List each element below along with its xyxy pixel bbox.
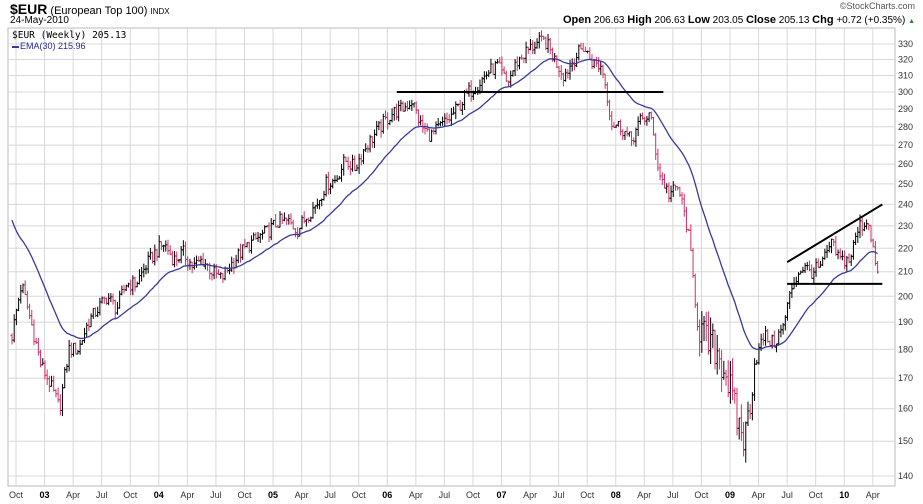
x-tick-label: Oct bbox=[123, 490, 138, 500]
y-tick-label: 200 bbox=[898, 291, 913, 301]
legend: $EUR (Weekly) 205.13 EMA(30) 215.96 bbox=[12, 30, 126, 52]
high-label: High bbox=[627, 14, 652, 26]
x-tick-label: Oct bbox=[580, 490, 595, 500]
x-tick-label: Apr bbox=[295, 490, 309, 500]
x-tick-label: Oct bbox=[237, 490, 252, 500]
legend-ema-label: EMA(30) 215.96 bbox=[20, 41, 86, 51]
x-tick-label: Oct bbox=[694, 490, 709, 500]
open-label: Open bbox=[563, 14, 592, 26]
y-tick-label: 250 bbox=[898, 179, 913, 189]
x-tick-label: Jul bbox=[553, 490, 565, 500]
y-tick-label: 290 bbox=[898, 104, 913, 114]
y-tick-label: 260 bbox=[898, 159, 913, 169]
x-tick-label: 03 bbox=[40, 490, 50, 500]
x-tick-label: Jul bbox=[439, 490, 451, 500]
high-value: 206.63 bbox=[654, 15, 686, 26]
x-tick-label: Jul bbox=[667, 490, 679, 500]
y-tick-label: 150 bbox=[898, 436, 913, 446]
y-tick-label: 170 bbox=[898, 373, 913, 383]
x-tick-label: Apr bbox=[637, 490, 651, 500]
x-tick-label: Apr bbox=[409, 490, 423, 500]
x-tick-label: Apr bbox=[66, 490, 80, 500]
y-tick-label: 160 bbox=[898, 404, 913, 414]
x-tick-label: 08 bbox=[611, 490, 621, 500]
chg-label: Chg bbox=[812, 14, 834, 26]
x-tick-label: Jul bbox=[210, 490, 222, 500]
y-tick-label: 220 bbox=[898, 243, 913, 253]
y-tick-label: 230 bbox=[898, 221, 913, 231]
x-tick-label: Oct bbox=[352, 490, 367, 500]
low-label: Low bbox=[687, 14, 710, 26]
x-tick-label: Apr bbox=[180, 490, 194, 500]
up-arrow-icon: ▲ bbox=[908, 18, 915, 25]
legend-price: $EUR (Weekly) 205.13 bbox=[12, 30, 127, 41]
y-tick-label: 330 bbox=[898, 39, 913, 49]
x-tick-label: 10 bbox=[839, 490, 849, 500]
legend-ema: EMA(30) 215.96 bbox=[12, 41, 126, 52]
x-tick-label: 09 bbox=[725, 490, 735, 500]
ema-swatch-icon bbox=[12, 45, 19, 48]
x-tick-label: Jul bbox=[96, 490, 108, 500]
symbol: $EUR bbox=[10, 1, 48, 17]
y-tick-label: 210 bbox=[898, 267, 913, 277]
x-tick-label: Oct bbox=[809, 490, 824, 500]
chart-title: $EUR (European Top 100) INDX bbox=[10, 1, 170, 17]
index-name: (European Top 100) bbox=[50, 5, 148, 17]
copyright: ©StockCharts.com bbox=[839, 1, 915, 11]
quote-summary: Open 206.63 High 206.63 Low 203.05 Close… bbox=[563, 14, 915, 26]
x-tick-label: Jul bbox=[324, 490, 336, 500]
plot-area bbox=[7, 27, 896, 487]
y-tick-label: 140 bbox=[898, 471, 913, 481]
close-label: Close bbox=[746, 14, 777, 26]
x-tick-label: 07 bbox=[497, 490, 507, 500]
trendline bbox=[786, 203, 883, 264]
y-tick-label: 190 bbox=[898, 317, 913, 327]
x-tick-label: Oct bbox=[9, 490, 24, 500]
x-tick-label: 04 bbox=[154, 490, 164, 500]
x-tick-label: Oct bbox=[466, 490, 481, 500]
y-tick-label: 270 bbox=[898, 140, 913, 150]
chg-value: +0.72 (+0.35%) bbox=[836, 15, 906, 26]
x-tick-label: Apr bbox=[523, 490, 537, 500]
y-tick-label: 180 bbox=[898, 344, 913, 354]
y-tick-label: 240 bbox=[898, 199, 913, 209]
y-tick-label: 310 bbox=[898, 70, 913, 80]
chart-date: 24-May-2010 bbox=[10, 15, 69, 26]
y-tick-label: 280 bbox=[898, 122, 913, 132]
low-value: 203.05 bbox=[712, 15, 744, 26]
exchange: INDX bbox=[150, 7, 170, 16]
x-tick-label: 05 bbox=[268, 490, 278, 500]
x-tick-label: Jul bbox=[781, 490, 793, 500]
y-tick-label: 300 bbox=[898, 87, 913, 97]
x-tick-label: Apr bbox=[866, 490, 880, 500]
ema-line bbox=[11, 58, 878, 351]
x-tick-label: 06 bbox=[382, 490, 392, 500]
close-value: 205.13 bbox=[778, 15, 810, 26]
x-tick-label: Apr bbox=[752, 490, 766, 500]
y-tick-label: 320 bbox=[898, 55, 913, 65]
open-value: 206.63 bbox=[593, 15, 625, 26]
